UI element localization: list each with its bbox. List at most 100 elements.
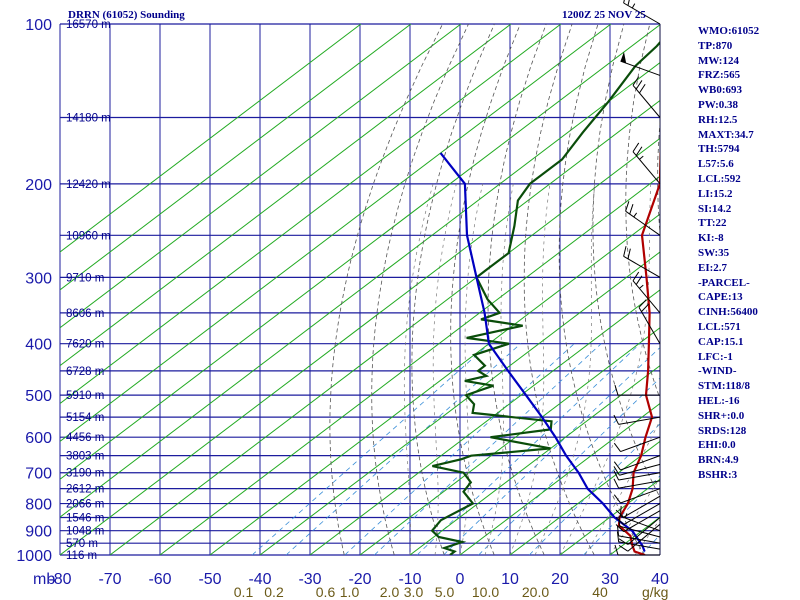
index-item: SRDS:128 — [698, 424, 747, 437]
height-label: 5154 m — [66, 412, 104, 424]
mixing-ratio-line — [583, 475, 660, 555]
barb-flag — [613, 442, 621, 452]
mixing-ratio-line — [344, 343, 575, 555]
height-label: 16570 m — [66, 19, 111, 31]
pressure-tick-label: 700 — [25, 466, 52, 483]
wind-barb — [613, 478, 661, 489]
dry-adiabat — [487, 24, 547, 555]
index-item: L57:5.6 — [698, 158, 734, 171]
wind-barb — [613, 414, 661, 425]
isotherm-line — [109, 137, 660, 555]
barb-flag — [615, 524, 624, 533]
index-item: LI:15.2 — [698, 187, 733, 200]
barb-staff — [623, 510, 661, 533]
wind-barb — [615, 503, 661, 525]
barb-flag — [627, 248, 631, 259]
barb-flag — [623, 0, 625, 4]
barb-half-flag — [639, 284, 644, 289]
isotherm-line — [409, 364, 660, 555]
index-item: -PARCEL- — [698, 276, 750, 289]
pressure-tick-label: 400 — [25, 337, 52, 354]
index-item: WMO:61052 — [698, 25, 760, 37]
moist-adiabat — [432, 183, 457, 555]
isotherm-line — [259, 251, 660, 555]
barb-flag — [616, 525, 620, 536]
pressure-tick-label: 500 — [25, 388, 52, 405]
wind-barb — [615, 510, 661, 533]
mixing-ratio-label: 0.6 — [316, 584, 336, 600]
pressure-tick-label: 100 — [25, 17, 52, 34]
mixing-ratio-label: 40 — [592, 584, 608, 600]
height-label: 3190 m — [66, 468, 104, 480]
barb-flag — [613, 478, 620, 489]
barb-staff — [632, 280, 661, 314]
height-label: 7620 m — [66, 339, 104, 351]
wind-barb — [620, 51, 661, 76]
dry-adiabats — [60, 24, 800, 555]
pressure-tick-label: 1000 — [16, 548, 52, 565]
mixing-ratio-line — [251, 343, 490, 555]
index-item: TT:22 — [698, 217, 727, 230]
index-item: LCL:592 — [698, 172, 741, 185]
barb-flag — [615, 509, 624, 518]
barb-flag — [627, 0, 630, 6]
wind-barb — [613, 463, 661, 476]
barb-flag — [641, 303, 650, 312]
index-item: TP:870 — [698, 39, 733, 52]
isotherm-line — [60, 24, 660, 480]
index-item: BRN:4.9 — [698, 454, 739, 467]
barb-staff — [623, 2, 661, 25]
barb-flag — [623, 246, 627, 257]
barb-staff — [618, 416, 661, 425]
barb-half-flag — [639, 155, 644, 160]
barb-flag — [618, 538, 629, 545]
index-item: SI:14.2 — [698, 202, 732, 215]
isotherm-line — [60, 99, 660, 555]
barb-flag — [629, 204, 634, 215]
dry-adiabat — [776, 24, 800, 555]
barb-staff — [623, 503, 661, 525]
barb-staff — [627, 523, 661, 552]
barb-flag — [613, 414, 620, 425]
barb-flag — [632, 271, 640, 282]
index-item: STM:118/8 — [698, 380, 750, 393]
temperature-tick-label: -60 — [148, 571, 171, 588]
index-item: MW:124 — [698, 54, 739, 67]
isotherm-line — [60, 24, 462, 329]
temperature-tick-label: 40 — [651, 571, 669, 588]
barb-flag — [635, 275, 643, 285]
isotherm-line — [60, 24, 412, 291]
dry-adiabat — [329, 24, 443, 555]
isotherm-line — [159, 175, 660, 555]
mixing-ratio-line — [374, 343, 602, 555]
mixing-ratio-line — [285, 343, 521, 555]
barb-staff — [638, 307, 661, 344]
isotherm-line — [60, 24, 562, 405]
index-item: CAPE:13 — [698, 291, 743, 304]
isotherm-line — [60, 24, 512, 367]
station-title: DRRN (61052) Sounding — [68, 9, 185, 21]
temperature-tick-label: 10 — [501, 571, 519, 588]
barb-staff — [618, 472, 661, 481]
height-label: 2066 m — [66, 499, 104, 511]
barb-staff — [620, 436, 661, 453]
index-item: CAP:15.1 — [698, 335, 744, 348]
temperature-tick-label: 20 — [551, 571, 569, 588]
barb-staff — [620, 60, 661, 76]
isotherm-line — [60, 24, 362, 253]
height-label: 9710 m — [66, 272, 104, 284]
pressure-tick-label: 300 — [25, 270, 52, 287]
barb-staff — [620, 488, 661, 504]
barb-staff — [632, 85, 661, 118]
temperature-tick-label: -70 — [98, 571, 121, 588]
barb-flag — [625, 201, 630, 212]
pressure-tick-label: 800 — [25, 497, 52, 514]
sounding-time: 1200Z 25 NOV 25 — [562, 9, 646, 21]
index-item: SW:35 — [698, 246, 730, 259]
dry-adiabat — [592, 24, 660, 499]
index-item: FRZ:565 — [698, 69, 741, 82]
barb-flag — [614, 544, 619, 556]
barb-staff — [620, 455, 661, 471]
index-item: HEL:-16 — [698, 394, 740, 407]
mixing-ratio-unit-label: g/kg — [642, 584, 668, 600]
